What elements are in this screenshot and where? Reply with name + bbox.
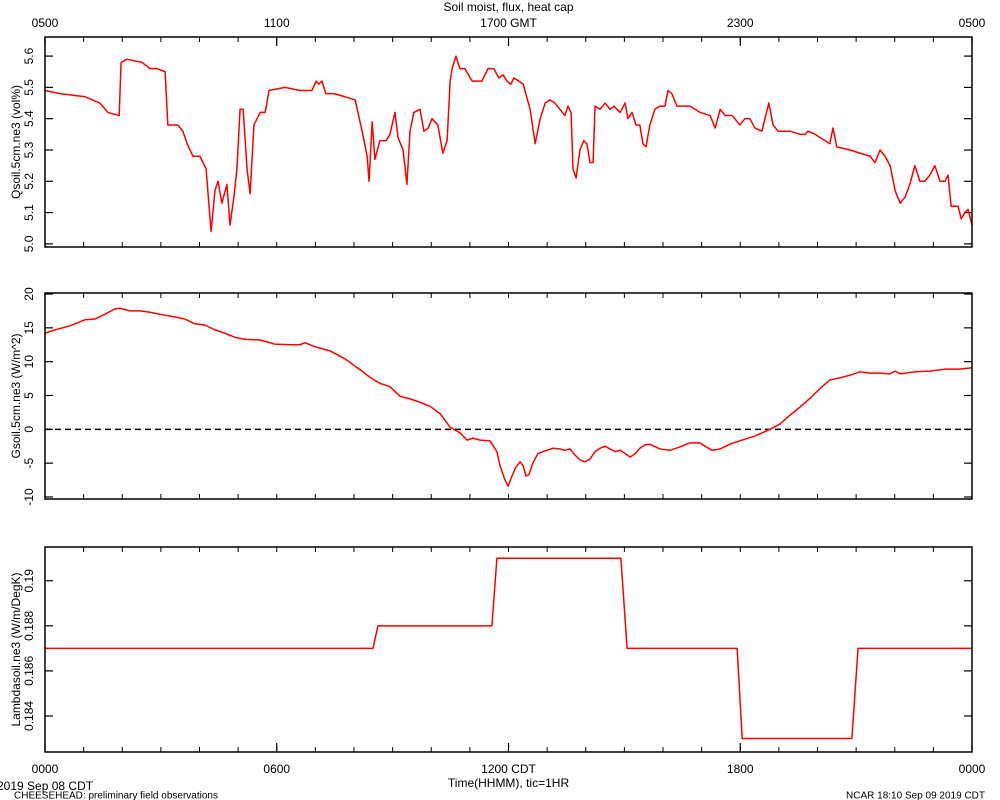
data-line <box>44 307 973 487</box>
x-tick-label: 1200 CDT <box>481 762 536 776</box>
y-tick-label: 5.5 <box>22 79 36 96</box>
y-tick-label: 0 <box>22 426 36 433</box>
x-tick-label: 0000 <box>32 762 59 776</box>
footer-date: 2019 Sep 08 CDT <box>0 779 94 793</box>
y-tick-label: 10 <box>22 355 36 369</box>
y-tick-label: 0.184 <box>22 701 36 731</box>
x-tick-label: 0000 <box>959 762 986 776</box>
x2-tick-label: 0500 <box>32 16 59 30</box>
y-tick-label: 15 <box>22 321 36 335</box>
y-tick-label: 5.1 <box>22 204 36 221</box>
data-line <box>44 55 973 233</box>
y-tick-label: 20 <box>22 287 36 301</box>
y-axis-label: Qsoil.5cm.ne3 (vol%) <box>9 85 23 199</box>
y-tick-label: 5 <box>22 392 36 399</box>
footer-stamp: NCAR 18:10 Sep 09 2019 CDT <box>846 791 985 800</box>
footer-project: CHEESEHEAD: preliminary field observatio… <box>14 791 218 800</box>
y-tick-label: 5.6 <box>22 47 36 64</box>
x2-tick-label: 1100 <box>264 16 290 30</box>
x-tick-label: 1800 <box>727 762 754 776</box>
x2-tick-label: 0500 <box>959 16 986 30</box>
x-axis-label: Time(HHMM), tic=1HR <box>448 776 570 790</box>
x2-tick-label: 2300 <box>727 16 754 30</box>
y-tick-label: 0.186 <box>22 656 36 686</box>
plot-frame <box>44 36 973 248</box>
y-tick-label: -5 <box>22 457 36 468</box>
y-tick-label: 5.0 <box>22 235 36 252</box>
x-tick-label: 0600 <box>263 762 290 776</box>
y-tick-label: 5.2 <box>22 173 36 190</box>
plot-frame <box>44 292 973 500</box>
y-tick-label: 5.3 <box>22 141 36 158</box>
x2-tick-label: 1700 GMT <box>480 16 537 30</box>
y-tick-label: -10 <box>22 488 36 506</box>
plot-frame <box>44 546 973 753</box>
y-tick-label: 0.188 <box>22 611 36 641</box>
y-tick-label: 0.19 <box>22 569 36 593</box>
y-axis-label: Gsoil.5cm.ne3 (W/m^2) <box>9 334 23 459</box>
y-axis-label: Lambdasoil.ne3 (W/m/DegK) <box>9 572 23 726</box>
y-tick-label: 5.4 <box>22 110 36 127</box>
data-line <box>45 557 972 740</box>
chart-title: Soil moist, flux, heat cap <box>443 0 573 14</box>
